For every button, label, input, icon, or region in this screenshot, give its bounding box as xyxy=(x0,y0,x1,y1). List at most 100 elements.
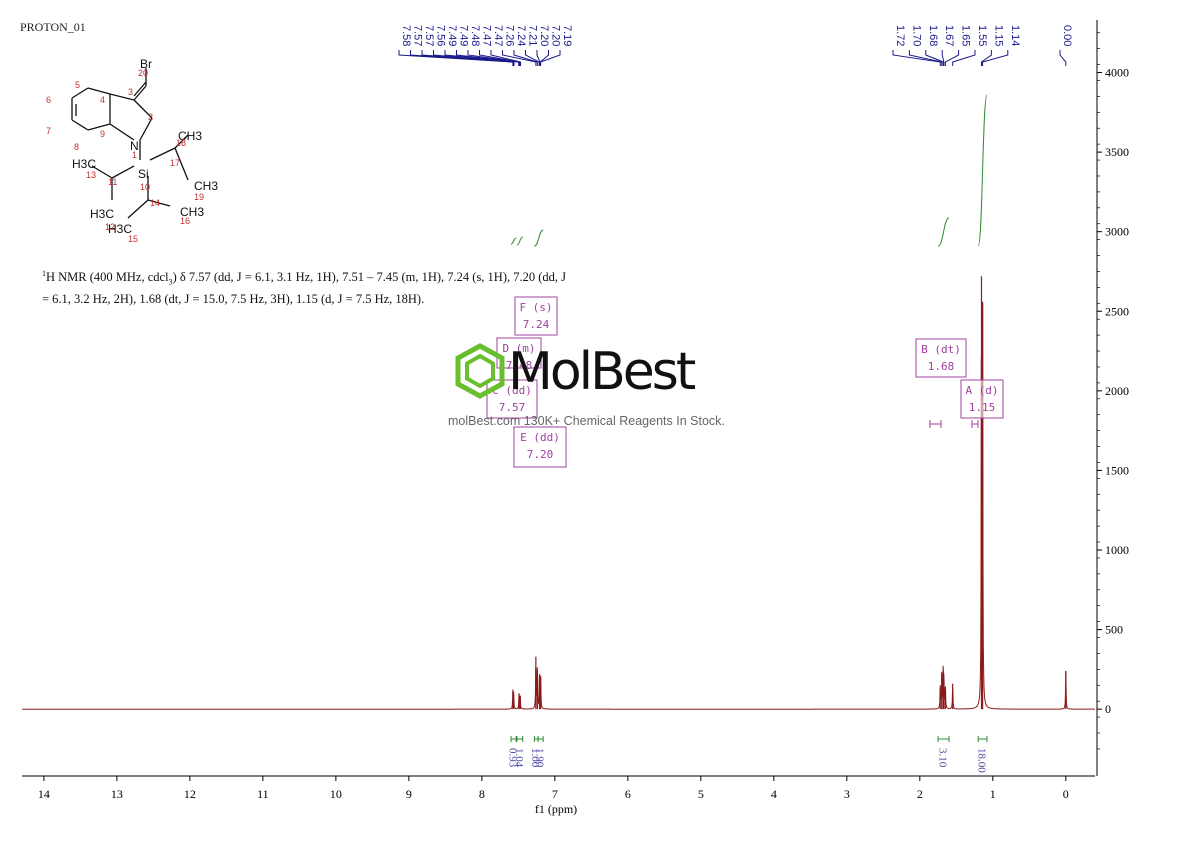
atom-number: 4 xyxy=(100,95,105,105)
multiplet-range xyxy=(929,420,942,428)
peak-label: 1.15 xyxy=(992,25,1004,46)
atom-number: 15 xyxy=(128,234,138,244)
multiplet-range xyxy=(971,420,979,428)
watermark-tagline: molBest.com 130K+ Chemical Reagents In S… xyxy=(448,414,725,428)
x-tick-label: 0 xyxy=(1063,787,1069,801)
peak-label-leader xyxy=(540,50,561,66)
integral-value: 18.00 xyxy=(976,748,988,773)
multiplet-type: C (dd) xyxy=(492,384,532,397)
x-axis-label: f1 (ppm) xyxy=(535,802,577,816)
atom-number: 8 xyxy=(74,142,79,152)
y-axis: 0 500 1000 1500 2000 2500 3000 3500 4000 xyxy=(1097,32,1129,750)
x-tick-label: 5 xyxy=(698,787,704,801)
x-axis: 14 13 12 11 10 9 8 7 6 5 4 3 2 1 0 xyxy=(38,776,1069,801)
x-tick-label: 11 xyxy=(257,787,269,801)
y-tick-label: 0 xyxy=(1105,702,1111,716)
integral-curves xyxy=(510,94,988,247)
peak-label-leader xyxy=(433,50,515,66)
atom-label: N xyxy=(130,139,139,153)
spectrum-line xyxy=(22,304,1095,710)
integral-bracket xyxy=(533,736,539,742)
x-tick-label: 14 xyxy=(38,787,50,801)
integral-value: 1.90 xyxy=(534,748,546,768)
atom-number: 17 xyxy=(170,158,180,168)
atom-number: 16 xyxy=(180,216,190,226)
nmr-description: 1H NMR (400 MHz, cdcl3) δ 7.57 (dd, J = … xyxy=(42,269,567,306)
integral-curve xyxy=(534,229,544,247)
peak-label: 7.48 xyxy=(469,25,481,46)
x-tick-label: 1 xyxy=(990,787,996,801)
peak-label-leader xyxy=(980,50,992,66)
atom-number: 2 xyxy=(148,112,153,122)
multiplet-shift: 7.24 xyxy=(523,318,550,331)
atom-number: 7 xyxy=(46,126,51,136)
peak-label-leader xyxy=(513,50,538,66)
atom-number: 5 xyxy=(75,80,80,90)
multiplet-shift: 7.48 xyxy=(506,359,533,372)
multiplet-type: B (dt) xyxy=(921,343,961,356)
atom-number: 12 xyxy=(105,222,115,232)
atom-number: 3 xyxy=(128,87,133,97)
multiplet-box xyxy=(960,379,1004,419)
peak-label-leader xyxy=(925,50,944,66)
atom-number: 1 xyxy=(132,150,137,160)
peak-label-leader xyxy=(525,50,540,66)
multiplet-type: E (dd) xyxy=(520,431,560,444)
peak-label: 7.19 xyxy=(561,25,573,46)
x-tick-label: 8 xyxy=(479,787,485,801)
peak-label: 7.47 xyxy=(481,25,493,46)
multiplet-box xyxy=(915,338,967,378)
y-tick-label: 4000 xyxy=(1105,66,1129,80)
peak-label: 7.20 xyxy=(538,25,550,46)
chemical-structure: BrNSiH3CCH3CH3H3CH3CCH320324567891101113… xyxy=(46,57,218,244)
peak-label-leader xyxy=(539,50,549,66)
atom-label: H3C xyxy=(72,157,96,171)
watermark-brand: MolBest xyxy=(508,342,696,402)
atom-label: H3C xyxy=(90,207,114,221)
peak-label: 7.24 xyxy=(515,25,527,46)
multiplet-type: F (s) xyxy=(519,301,552,314)
plot-frame xyxy=(22,20,1098,777)
peak-label-leader xyxy=(941,50,945,66)
y-tick-label: 1000 xyxy=(1105,543,1129,557)
multiplet-box xyxy=(514,296,558,336)
y-tick-label: 3500 xyxy=(1105,145,1129,159)
peak-label: 1.67 xyxy=(943,25,955,46)
integral-curve xyxy=(516,236,523,246)
peak-label: 7.20 xyxy=(550,25,562,46)
peak-label-leader xyxy=(456,50,520,66)
peak-label: 0.00 xyxy=(1061,25,1073,46)
peak-label: 7.49 xyxy=(458,25,470,46)
integral-value: 1.00 xyxy=(529,748,541,768)
peak-label-leader xyxy=(982,50,1009,66)
integral-value: 1.04 xyxy=(513,748,525,768)
x-tick-label: 9 xyxy=(406,787,412,801)
atom-label: CH3 xyxy=(180,205,204,219)
atom-number: 9 xyxy=(100,129,105,139)
peak-label: 7.57 xyxy=(412,25,424,46)
peak-label: 7.47 xyxy=(492,25,504,46)
atom-number: 19 xyxy=(194,192,204,202)
peak-label: 7.26 xyxy=(504,25,516,46)
peak-label-leader xyxy=(490,50,522,66)
atom-number: 6 xyxy=(46,95,51,105)
atom-label: Si xyxy=(138,167,149,181)
x-tick-label: 12 xyxy=(184,787,196,801)
nmr-isotope: 1 xyxy=(42,269,46,278)
peak-label: 1.72 xyxy=(894,25,906,46)
atom-label: CH3 xyxy=(178,129,202,143)
peak-label: 7.57 xyxy=(423,25,435,46)
peak-label: 1.68 xyxy=(927,25,939,46)
x-tick-label: 4 xyxy=(771,787,777,801)
peak-label: 1.70 xyxy=(910,25,922,46)
atom-number: 20 xyxy=(138,68,148,78)
integral-bracket xyxy=(516,736,524,742)
x-tick-label: 2 xyxy=(917,787,923,801)
multiplet-type: D (m) xyxy=(502,342,535,355)
integral-curve xyxy=(937,217,950,247)
integral-values: 0.931.04 1.001.90 3.10 18.00 xyxy=(507,736,988,773)
integral-value: 3.10 xyxy=(937,748,949,768)
peak-label-leader xyxy=(1059,50,1067,66)
integral-curve xyxy=(977,94,988,247)
